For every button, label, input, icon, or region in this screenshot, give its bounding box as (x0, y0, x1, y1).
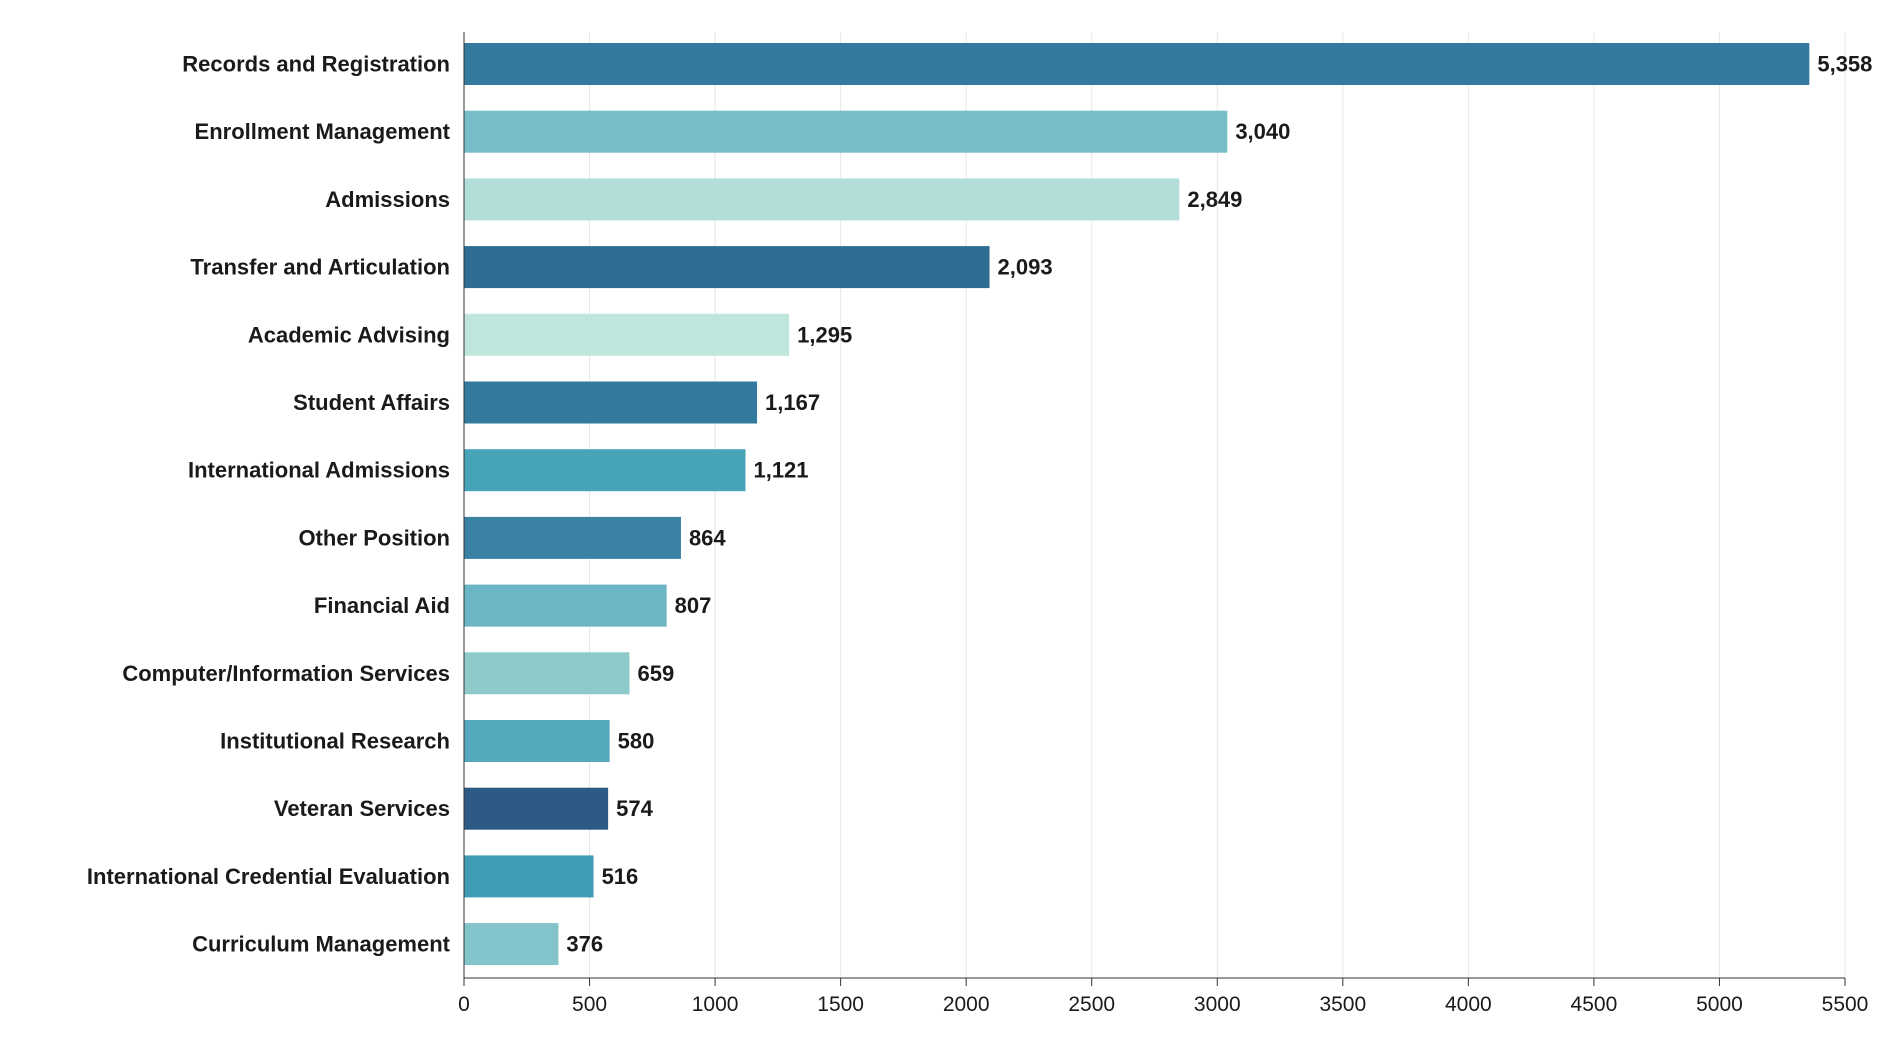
x-tick-label: 5000 (1696, 993, 1743, 1016)
value-label: 864 (689, 525, 726, 550)
value-label: 807 (675, 593, 712, 618)
category-label: Curriculum Management (192, 932, 451, 957)
category-label: Veteran Services (274, 796, 450, 821)
bar (464, 178, 1180, 221)
bar (464, 652, 630, 695)
bar (464, 449, 746, 492)
gridlines (589, 32, 1846, 978)
category-label: Transfer and Articulation (190, 255, 450, 280)
x-tick-label: 3000 (1194, 993, 1241, 1016)
x-tick-label: 5500 (1822, 993, 1869, 1016)
category-label: Academic Advising (248, 322, 450, 347)
x-axis: 0 500 1000 1500 2000 2500 3000 3500 4000 4500 5000… (458, 32, 1868, 1016)
value-label: 3,040 (1235, 119, 1290, 144)
value-label: 659 (637, 661, 674, 686)
category-label: Student Affairs (293, 390, 450, 415)
value-label: 1,295 (797, 322, 852, 347)
value-label: 574 (616, 796, 653, 821)
bar (464, 855, 594, 898)
bar (464, 381, 758, 424)
bars (464, 43, 1810, 966)
category-label: Records and Registration (182, 52, 450, 77)
x-tick-label: 1000 (692, 993, 739, 1016)
x-tick-label: 3500 (1319, 993, 1366, 1016)
bar (464, 43, 1810, 85)
category-label: Computer/Information Services (122, 661, 450, 686)
category-label: Financial Aid (314, 593, 450, 618)
x-tick-label: 4500 (1571, 993, 1618, 1016)
value-label: 1,167 (765, 390, 820, 415)
value-label: 2,093 (998, 255, 1053, 280)
x-tick-label: 500 (572, 993, 607, 1016)
x-tick-label: 1500 (817, 993, 864, 1016)
category-label: International Admissions (188, 458, 450, 483)
category-label: Institutional Research (220, 729, 450, 754)
bar (464, 246, 990, 289)
category-label: Admissions (325, 187, 450, 212)
bar (464, 110, 1228, 153)
bar (464, 313, 790, 356)
x-tick-label: 0 (458, 993, 470, 1016)
x-tick-label: 4000 (1445, 993, 1492, 1016)
category-label: International Credential Evaluation (87, 864, 450, 889)
bar (464, 584, 667, 627)
bar (464, 787, 609, 830)
value-label: 376 (566, 932, 603, 957)
value-labels: 5,358 3,040 2,849 2,093 1,295 1,167 1,121 864 80… (566, 52, 1872, 957)
category-label: Other Position (298, 525, 450, 550)
value-label: 2,849 (1187, 187, 1242, 212)
value-label: 1,121 (753, 458, 808, 483)
value-label: 5,358 (1817, 52, 1872, 77)
value-label: 580 (618, 729, 655, 754)
x-tick-label: 2500 (1068, 993, 1115, 1016)
bar (464, 720, 610, 762)
bar (464, 516, 681, 559)
x-tick-label: 2000 (943, 993, 990, 1016)
category-labels: Records and Registration Enrollment Manag… (87, 52, 451, 957)
bar (464, 923, 559, 966)
category-label: Enrollment Management (195, 119, 451, 144)
value-label: 516 (602, 864, 639, 889)
